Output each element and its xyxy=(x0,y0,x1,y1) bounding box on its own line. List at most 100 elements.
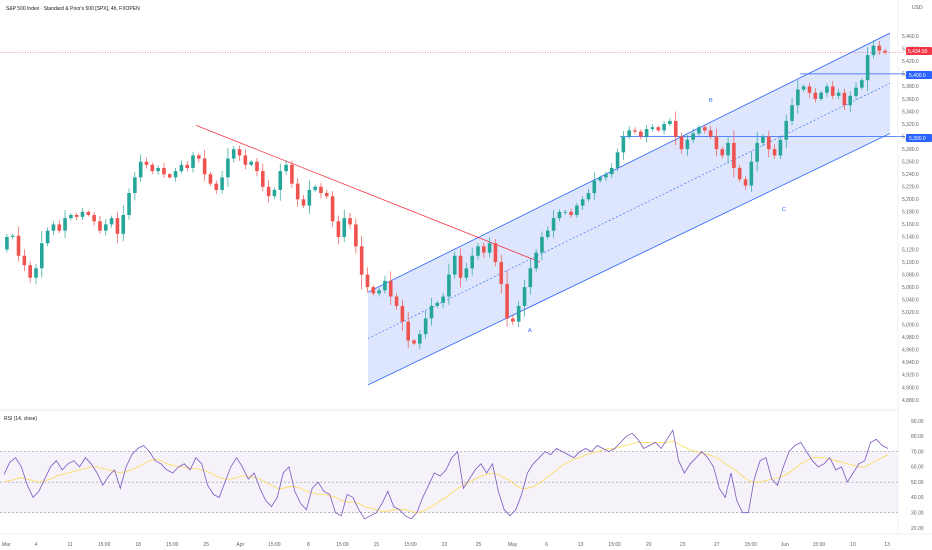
candle-body xyxy=(231,149,236,159)
channel-lower-line xyxy=(367,133,891,386)
time-tick: 15:00 xyxy=(813,542,826,548)
currency-label: USD xyxy=(912,5,923,11)
candle-body xyxy=(185,164,190,168)
candle-body xyxy=(470,255,474,269)
candle-body xyxy=(144,161,149,165)
candle-body xyxy=(778,139,783,156)
candle-body xyxy=(627,130,632,137)
candle-body xyxy=(214,183,219,190)
candle-body xyxy=(237,149,242,156)
channel-upper-line xyxy=(367,32,891,293)
candle-body xyxy=(92,215,96,222)
candle-body xyxy=(749,161,754,186)
candle-body xyxy=(708,130,713,137)
time-tick: Jun xyxy=(781,542,789,548)
candle-body xyxy=(80,211,85,217)
candle-body xyxy=(604,174,608,178)
candle-body xyxy=(313,186,317,190)
candle-body xyxy=(377,290,381,294)
candle-body xyxy=(156,167,160,172)
price-tick: 5,080.0 xyxy=(902,272,919,278)
candle-body xyxy=(191,155,195,168)
candle-body xyxy=(10,235,15,237)
price-tick: 5,120.0 xyxy=(902,247,919,253)
rsi-pane xyxy=(0,429,898,520)
price-tick: 5,360.0 xyxy=(902,97,919,103)
candle-body xyxy=(109,218,114,225)
candle-body xyxy=(621,136,626,153)
candle-body xyxy=(447,274,451,297)
candle-body xyxy=(830,86,835,96)
candle-body xyxy=(737,167,742,180)
time-tick: 11 xyxy=(67,542,72,548)
price-tick: 4,900.0 xyxy=(902,385,919,391)
price-pane xyxy=(0,32,905,386)
candle-body xyxy=(650,127,655,130)
candle-body xyxy=(615,152,620,168)
time-tick: 22 xyxy=(442,542,448,548)
price-tick: 5,260.0 xyxy=(902,159,919,165)
candle-body xyxy=(226,158,230,178)
candle-body xyxy=(691,133,695,140)
candle-body xyxy=(790,105,794,121)
candle-body xyxy=(476,246,480,256)
time-tick: 8 xyxy=(307,542,310,548)
candle-body xyxy=(272,189,277,197)
rsi-tick: 90.00 xyxy=(911,419,924,425)
price-tick: 4,920.0 xyxy=(902,373,919,379)
candle-body xyxy=(63,218,67,231)
time-tick: 15:00 xyxy=(404,542,417,548)
candle-body xyxy=(45,230,50,244)
candle-body xyxy=(249,161,253,165)
price-tick: 5,280.0 xyxy=(902,147,919,153)
candle-body xyxy=(609,167,614,175)
candle-body xyxy=(877,45,882,51)
time-tick: 27 xyxy=(714,542,720,548)
price-tick: 5,180.0 xyxy=(902,210,919,216)
candle-body xyxy=(726,142,730,156)
candle-body xyxy=(342,218,347,237)
candle-body xyxy=(388,280,393,297)
candle-body xyxy=(98,221,102,231)
candle-body xyxy=(307,189,312,206)
candle-body xyxy=(784,120,789,140)
candle-body xyxy=(860,80,864,88)
candle-body xyxy=(167,174,172,178)
time-tick: 23 xyxy=(680,542,686,548)
price-tick: 5,140.0 xyxy=(902,235,919,241)
candle-body xyxy=(819,92,823,99)
level-label-low-text: 5,300.0 xyxy=(909,136,926,142)
candle-body xyxy=(22,255,27,266)
candle-body xyxy=(598,177,602,181)
time-tick: 15:00 xyxy=(166,542,179,548)
level-label-high-text: 5,400.0 xyxy=(909,73,926,79)
rsi-tick: 80.00 xyxy=(911,434,924,440)
price-tick: 5,200.0 xyxy=(902,197,919,203)
candle-body xyxy=(406,321,411,341)
channel-fill xyxy=(368,33,890,385)
time-tick: 15:00 xyxy=(98,542,111,548)
price-tick: 4,880.0 xyxy=(902,398,919,404)
time-tick: Apr xyxy=(236,542,244,548)
candle-body xyxy=(534,252,538,269)
candle-body xyxy=(732,142,736,168)
candle-body xyxy=(505,283,509,319)
level-label-high: 5,400.0 xyxy=(906,71,932,79)
price-tick: 5,220.0 xyxy=(902,185,919,191)
price-tick: 5,320.0 xyxy=(902,122,919,128)
candle-body xyxy=(365,274,370,288)
candle-body xyxy=(290,164,294,184)
candle-body xyxy=(825,86,829,93)
chart-title: S&P 500 Index · Standard & Poor's 500 [S… xyxy=(6,6,140,12)
time-axis: Mar 4 11 15:00 18 15:00 25 Apr 15:00 8 15:00 15 15:0… xyxy=(2,542,890,548)
candle-body xyxy=(208,174,213,184)
rsi-label: RSI (14, close) xyxy=(4,416,37,422)
candle-body xyxy=(400,305,405,322)
rsi-tick: 30.00 xyxy=(911,511,924,517)
candle-body xyxy=(796,89,800,106)
candle-body xyxy=(197,155,201,159)
candle-body xyxy=(720,149,725,156)
candle-body xyxy=(569,211,573,215)
candle-body xyxy=(575,205,579,215)
